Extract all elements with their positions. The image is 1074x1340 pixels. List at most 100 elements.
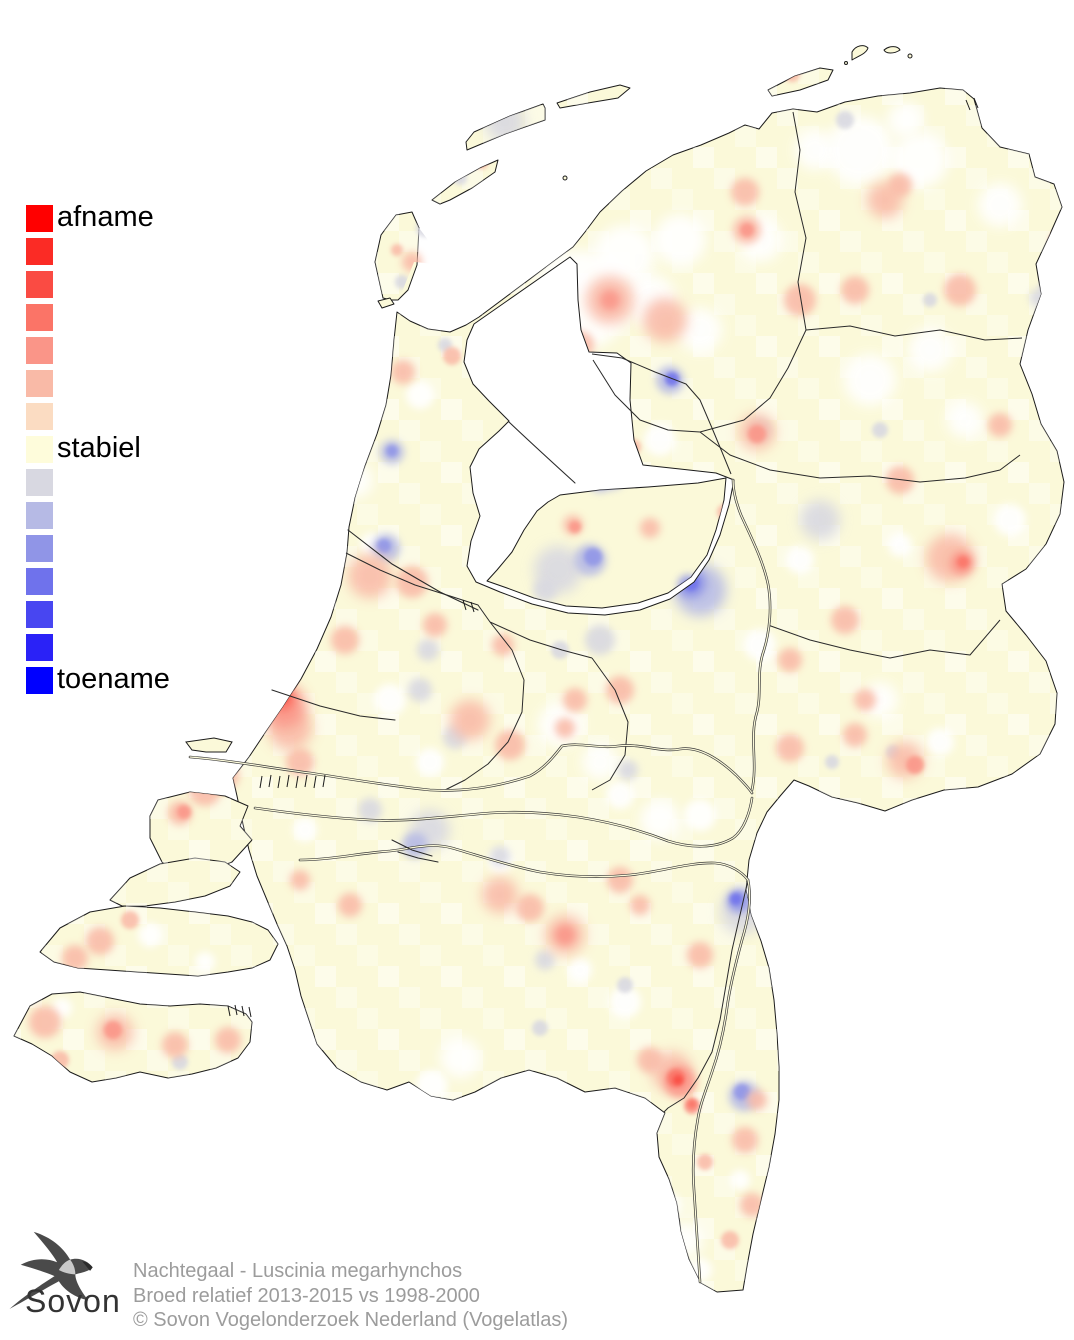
border-overijssel-gelderland	[767, 619, 1001, 659]
legend-swatch	[26, 304, 53, 331]
no-data-patch	[926, 728, 954, 756]
island-noorderhaaks	[377, 297, 395, 309]
trend-blob-blue9	[618, 760, 638, 780]
no-data-patch	[416, 1070, 448, 1102]
biesbosch-creek-1	[391, 839, 433, 857]
trend-blob-red6	[450, 700, 490, 740]
islet-rottum-2	[883, 46, 901, 54]
noordzeekanaal	[347, 529, 479, 611]
no-data-patch	[654, 214, 706, 266]
no-data-patch	[892, 132, 948, 188]
trend-blob-red6	[630, 895, 650, 915]
trend-blob-blue9	[485, 102, 525, 142]
trend-blob-red5	[555, 925, 575, 945]
trend-blob-red5	[600, 290, 620, 310]
border-groningen-drenthe	[805, 325, 1023, 341]
no-data-patch	[888, 533, 912, 557]
trend-blob-red6	[423, 613, 447, 637]
no-data-patch	[568, 958, 592, 982]
trend-blob-red5	[104, 1021, 122, 1039]
trend-blob-red6	[162, 1032, 188, 1058]
trend-blob-blue9	[535, 950, 555, 970]
trend-blob-red6	[86, 927, 114, 955]
sovon-swallow-icon	[9, 1231, 93, 1309]
legend-swatch	[26, 535, 53, 562]
trend-blob-red6	[988, 413, 1012, 437]
trend-blob-red6	[348, 554, 392, 598]
legend-swatch	[26, 271, 53, 298]
trend-blob-red6	[854, 689, 876, 711]
trend-blob-red6	[732, 1127, 758, 1153]
trend-blob-red6	[495, 730, 525, 760]
trend-blob-red6	[778, 648, 802, 672]
legend-swatch	[26, 337, 53, 364]
trend-blob-blue9	[1039, 278, 1057, 296]
harbour-docks	[185, 97, 979, 1018]
no-data-patch	[947, 402, 983, 438]
trend-blob-red6	[776, 734, 804, 762]
legend-swatch	[26, 667, 53, 694]
no-data-patch	[374, 684, 406, 716]
no-data-patch	[582, 744, 618, 780]
trend-blob-red6	[215, 1027, 241, 1053]
trend-blob-red6	[29, 1006, 61, 1038]
trend-blob-red6	[740, 1193, 764, 1217]
no-data-patch	[288, 1028, 312, 1052]
trend-blob-red6	[396, 566, 428, 598]
trend-blob-blue9	[532, 1020, 548, 1036]
border-utrecht-east	[591, 657, 629, 791]
trend-blob-red5	[569, 521, 581, 533]
trend-blob-red6	[640, 518, 660, 538]
trend-blob-red6	[841, 276, 869, 304]
trend-blob-red6	[731, 178, 759, 206]
islet-griend	[562, 175, 568, 181]
trend-blob-blue9	[533, 578, 557, 602]
trend-blob-red6	[391, 244, 403, 256]
sovon-logo-text: Sovon	[25, 1283, 121, 1319]
legend-swatch	[26, 502, 53, 529]
trend-blob-blue12	[730, 893, 742, 905]
no-data-patch	[678, 308, 722, 352]
trend-blob-blue9	[417, 639, 439, 661]
trend-blob-red3	[673, 1075, 683, 1085]
trend-blob-red6	[791, 991, 809, 1009]
trend-blob-red6	[338, 893, 362, 917]
trend-blob-red6	[944, 274, 976, 306]
trend-blob-red4	[687, 1099, 697, 1109]
legend-swatch	[26, 601, 53, 628]
no-data-patch	[406, 381, 434, 409]
biesbosch-creek-2	[397, 851, 439, 863]
trend-blob-blue9	[416, 219, 434, 237]
trend-blob-blue9	[825, 755, 839, 769]
border-drenthe-overijssel	[699, 431, 1021, 483]
trend-blob-blue11	[584, 548, 602, 566]
trend-blob-red6	[516, 894, 544, 922]
trend-blob-blue9	[836, 111, 854, 129]
no-data-patch	[195, 952, 215, 972]
no-data-patch	[887, 102, 923, 138]
no-data-patch	[416, 748, 444, 776]
legend-label-stabiel: stabiel	[57, 432, 141, 464]
trend-blob-blue9	[800, 500, 840, 540]
trend-blob-red6	[697, 1154, 713, 1170]
trend-blob-red6	[211, 762, 239, 790]
oude-rijn	[271, 689, 396, 721]
trend-blob-blue9	[172, 1054, 188, 1070]
no-data-patch	[684, 799, 716, 831]
trend-blob-blue9	[358, 798, 382, 822]
no-data-patch	[293, 818, 317, 842]
legend-swatch	[26, 238, 53, 265]
no-data-patch	[606, 781, 634, 809]
border-brabant-limburg	[663, 879, 749, 1113]
islet-dot-2	[844, 61, 848, 65]
trend-blob-blue9	[551, 641, 569, 659]
legend-label-afname: afname	[57, 201, 154, 233]
trend-blob-red6	[391, 360, 415, 384]
trend-blob-red5	[748, 425, 766, 443]
trend-blob-red6	[555, 718, 575, 738]
border-noordoostpolder	[591, 353, 732, 475]
trend-blob-red6	[331, 626, 359, 654]
trend-blob-red6	[482, 877, 518, 913]
